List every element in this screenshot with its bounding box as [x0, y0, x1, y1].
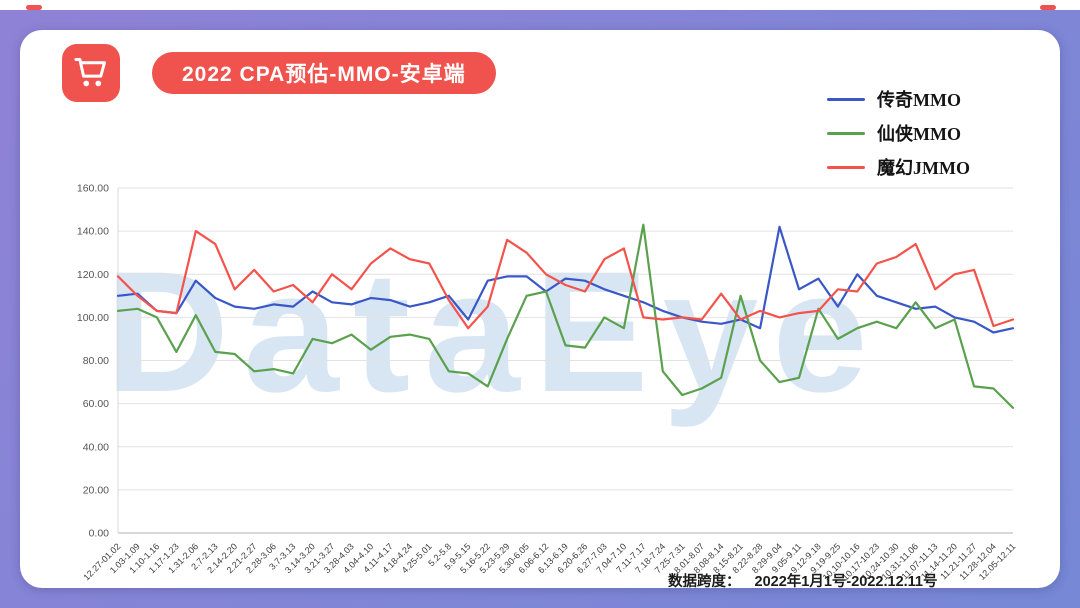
y-axis-tick-label: 60.00 — [83, 398, 109, 410]
crop-mark-right-icon — [1040, 5, 1056, 10]
legend-item-label: 仙侠MMO — [877, 124, 961, 144]
series-line[interactable] — [116, 225, 1015, 334]
y-axis-tick-label: 20.00 — [83, 484, 109, 496]
report-card: 2022 CPA预估-MMO-安卓端 传奇MMO 仙侠MMO 魔幻JMMO Data… — [20, 30, 1060, 591]
legend-line-swatch — [827, 165, 866, 169]
y-axis-tick-label: 120.00 — [77, 269, 109, 281]
chart-title-pill: 2022 CPA预估-MMO-安卓端 — [152, 52, 496, 94]
legend-item-label: 魔幻JMMO — [877, 158, 970, 178]
y-axis-tick-label: 80.00 — [83, 355, 109, 367]
legend-item[interactable]: 传奇MMO — [827, 88, 970, 110]
page-title: 2022 CPA预估-MMO-安卓端 — [182, 63, 466, 86]
y-axis-tick-label: 100.00 — [77, 312, 109, 324]
legend-line-swatch — [827, 97, 866, 101]
y-axis-tick-label: 140.00 — [77, 226, 109, 238]
legend: 传奇MMO 仙侠MMO 魔幻JMMO — [827, 88, 970, 178]
legend-line-swatch — [827, 131, 866, 135]
top-band — [0, 0, 1080, 10]
legend-item-label: 传奇MMO — [877, 90, 961, 110]
data-span-note: 数据跨度： 2022年1月1号-2022.12.11号 — [668, 570, 937, 591]
shopping-cart-badge — [62, 44, 120, 102]
crop-mark-left-icon — [26, 5, 42, 10]
series-line[interactable] — [116, 229, 1015, 330]
y-axis-tick-label: 160.00 — [77, 183, 109, 195]
legend-item[interactable]: 魔幻JMMO — [827, 156, 970, 178]
line-chart[interactable]: 0.00 20.00 40.00 60.00 80.00 100.00 120.00 140.… — [38, 150, 1048, 595]
y-axis-tick-label: 0.00 — [89, 528, 110, 540]
data-span-value: 2022年1月1号-2022.12.11号 — [754, 574, 938, 590]
data-span-label: 数据跨度： — [668, 574, 741, 590]
y-axis-tick-label: 40.00 — [83, 441, 109, 453]
series-line[interactable] — [116, 223, 1015, 409]
shopping-cart-icon — [74, 58, 106, 87]
legend-item[interactable]: 仙侠MMO — [827, 122, 970, 144]
